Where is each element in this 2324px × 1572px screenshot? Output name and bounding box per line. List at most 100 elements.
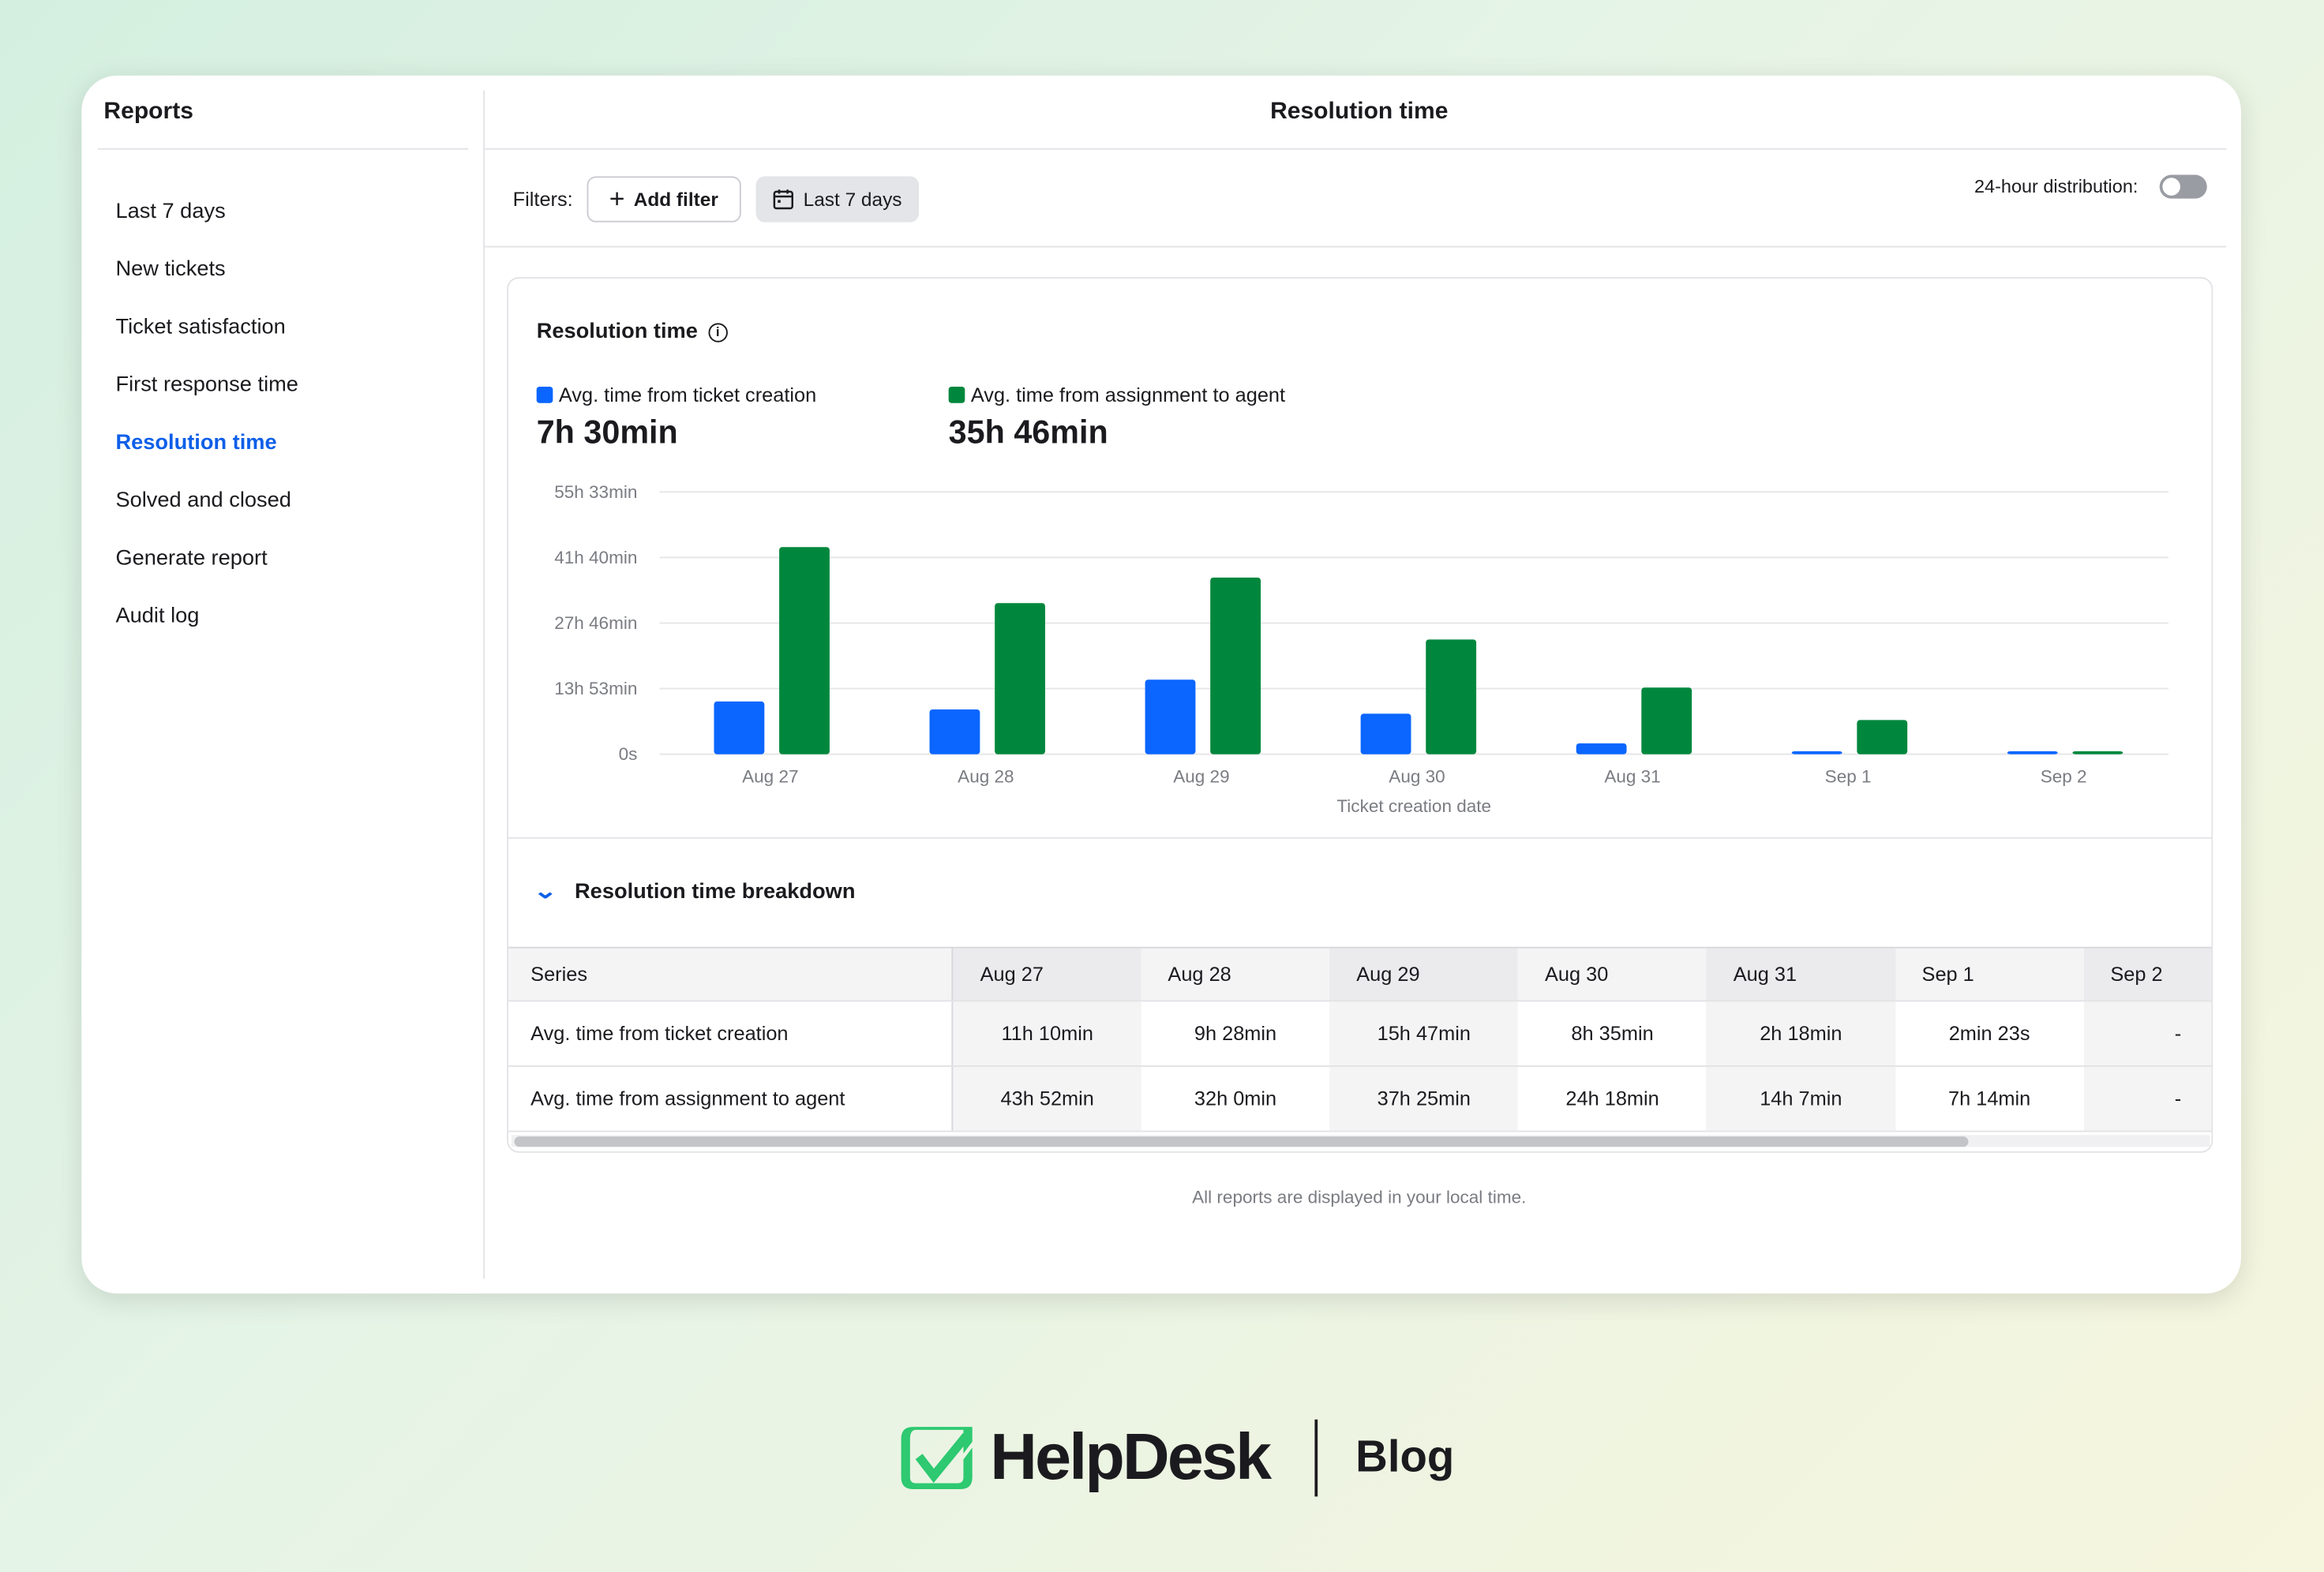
- y-tick-label: 27h 46min: [554, 613, 637, 633]
- y-tick-label: 41h 40min: [554, 548, 637, 567]
- x-tick-label: Aug 30: [1389, 766, 1445, 786]
- bar-assignment-aug-31[interactable]: [1641, 687, 1692, 754]
- table-cell: 8h 35min: [1518, 1001, 1707, 1067]
- table-cell: -: [2083, 1065, 2212, 1132]
- sidebar-item-solved-and-closed[interactable]: Solved and closed: [115, 488, 291, 513]
- table-cell: 15h 47min: [1329, 1001, 1519, 1067]
- x-tick-label: Sep 2: [2041, 766, 2087, 786]
- info-icon[interactable]: i: [708, 322, 728, 342]
- table-cell: 24h 18min: [1518, 1065, 1707, 1132]
- x-tick-label: Sep 1: [1825, 766, 1872, 786]
- bar-creation-sep-1[interactable]: [1791, 750, 1842, 754]
- series-name: Avg. time from ticket creation: [508, 1001, 954, 1067]
- x-tick-label: Aug 31: [1604, 766, 1660, 786]
- bar-creation-aug-27[interactable]: [714, 701, 765, 754]
- divider: [484, 245, 2227, 248]
- date-range-button[interactable]: Last 7 days: [755, 176, 919, 223]
- scrollbar-thumb[interactable]: [514, 1136, 1969, 1147]
- table-cell: 43h 52min: [952, 1065, 1141, 1132]
- bar-creation-aug-29[interactable]: [1145, 679, 1196, 754]
- add-filter-button[interactable]: + Add filter: [587, 176, 741, 223]
- legend-assignment: Avg. time from assignment to agent: [948, 384, 1286, 406]
- sidebar-item-ticket-satisfaction[interactable]: Ticket satisfaction: [115, 315, 286, 339]
- divider: [508, 837, 2212, 839]
- y-tick-label: 13h 53min: [554, 679, 637, 698]
- legend-swatch-blue: [536, 387, 553, 403]
- breakdown-toggle[interactable]: ⌄ Resolution time breakdown: [533, 878, 856, 904]
- legend-creation: Avg. time from ticket creation: [536, 384, 817, 406]
- logo-wordmark: HelpDesk: [990, 1420, 1272, 1494]
- divider: [483, 90, 485, 1279]
- legend-label: Avg. time from assignment to agent: [970, 384, 1286, 406]
- column-header: Sep 2: [2083, 946, 2212, 1002]
- table-row: Avg. time from assignment to agent 43h 52…: [508, 1065, 2212, 1132]
- table-cell: 37h 25min: [1329, 1065, 1519, 1132]
- bar-assignment-aug-27[interactable]: [779, 547, 830, 754]
- chevron-down-icon: ⌄: [533, 878, 558, 903]
- filters-label: Filters:: [512, 188, 573, 211]
- bar-assignment-aug-28[interactable]: [995, 603, 1045, 754]
- x-tick-label: Aug 27: [742, 766, 798, 786]
- blog-label: Blog: [1355, 1432, 1455, 1482]
- column-header: Aug 31: [1706, 946, 1895, 1002]
- bar-assignment-aug-29[interactable]: [1210, 577, 1261, 754]
- distribution-toggle[interactable]: [2159, 174, 2207, 199]
- sidebar-item-last-7-days[interactable]: Last 7 days: [115, 200, 226, 224]
- sidebar-item-first-response-time[interactable]: First response time: [115, 373, 298, 398]
- calendar-icon: [773, 189, 793, 210]
- series-name: Avg. time from assignment to agent: [508, 1065, 954, 1132]
- divider: [484, 148, 2227, 150]
- logo-divider: [1314, 1419, 1318, 1497]
- y-tick-label: 0s: [619, 744, 638, 764]
- bar-creation-aug-31[interactable]: [1576, 743, 1627, 754]
- bar-creation-aug-30[interactable]: [1360, 713, 1411, 754]
- helpdesk-check-icon: [901, 1427, 973, 1489]
- column-header: Series: [508, 946, 954, 1002]
- breakdown-title: Resolution time breakdown: [575, 879, 856, 904]
- date-range-label: Last 7 days: [803, 188, 902, 211]
- sidebar-item-resolution-time[interactable]: Resolution time: [115, 431, 277, 455]
- bar-creation-aug-28[interactable]: [929, 709, 980, 754]
- bar-assignment-sep-2[interactable]: [2072, 750, 2123, 754]
- bar-assignment-sep-1[interactable]: [1857, 720, 1908, 754]
- column-header: Aug 27: [952, 946, 1141, 1002]
- table-cell: 2h 18min: [1706, 1001, 1895, 1067]
- table-cell: 7h 14min: [1895, 1065, 2084, 1132]
- column-header: Aug 29: [1329, 946, 1519, 1002]
- x-tick-label: Aug 29: [1173, 766, 1229, 786]
- helpdesk-blog-logo: HelpDesk Blog: [898, 1419, 1455, 1497]
- legend-label: Avg. time from ticket creation: [558, 384, 817, 406]
- column-header: Aug 28: [1141, 946, 1330, 1002]
- bar-assignment-aug-30[interactable]: [1426, 639, 1477, 754]
- column-header: Aug 30: [1518, 946, 1707, 1002]
- local-time-note: All reports are displayed in your local …: [1192, 1186, 1527, 1208]
- sidebar-item-new-tickets[interactable]: New tickets: [115, 257, 226, 282]
- table-cell: 9h 28min: [1141, 1001, 1330, 1067]
- column-header: Sep 1: [1895, 946, 2084, 1002]
- table-cell: 2min 23s: [1895, 1001, 2084, 1067]
- legend-swatch-green: [948, 387, 965, 403]
- panel-title: Resolution time i: [537, 320, 728, 344]
- table-cell: 14h 7min: [1706, 1065, 1895, 1132]
- panel-title-text: Resolution time: [536, 320, 698, 344]
- add-filter-label: Add filter: [633, 188, 718, 211]
- x-tick-label: Aug 28: [958, 766, 1014, 786]
- sidebar-item-audit-log[interactable]: Audit log: [115, 604, 200, 629]
- plus-icon: +: [609, 183, 625, 214]
- summary-value-assignment: 35h 46min: [948, 413, 1108, 451]
- sidebar-item-generate-report[interactable]: Generate report: [115, 546, 268, 571]
- distribution-toggle-label: 24-hour distribution:: [1974, 176, 2138, 197]
- sidebar-title: Reports: [103, 99, 193, 125]
- breakdown-table: Series Aug 27 Aug 28 Aug 29 Aug 30 Aug 31 Sep …: [508, 946, 2212, 1132]
- reports-window: Reports Last 7 days New tickets Ticket sat…: [81, 75, 2241, 1294]
- summary-value-creation: 7h 30min: [536, 413, 678, 451]
- bar-chart: 0s 13h 53min 27h 46min 41h 40min 55h 33min Au…: [554, 482, 2168, 816]
- x-axis-label: Ticket creation date: [1336, 796, 1491, 816]
- bar-creation-sep-2[interactable]: [2007, 750, 2058, 754]
- page-title: Resolution time: [1270, 99, 1449, 125]
- table-cell: -: [2083, 1001, 2212, 1067]
- resolution-time-panel: Resolution time i Avg. time from ticket …: [507, 277, 2213, 1153]
- divider: [97, 148, 469, 150]
- table-row: Avg. time from ticket creation 11h 10min 9…: [508, 1001, 2212, 1067]
- y-tick-label: 55h 33min: [554, 482, 637, 502]
